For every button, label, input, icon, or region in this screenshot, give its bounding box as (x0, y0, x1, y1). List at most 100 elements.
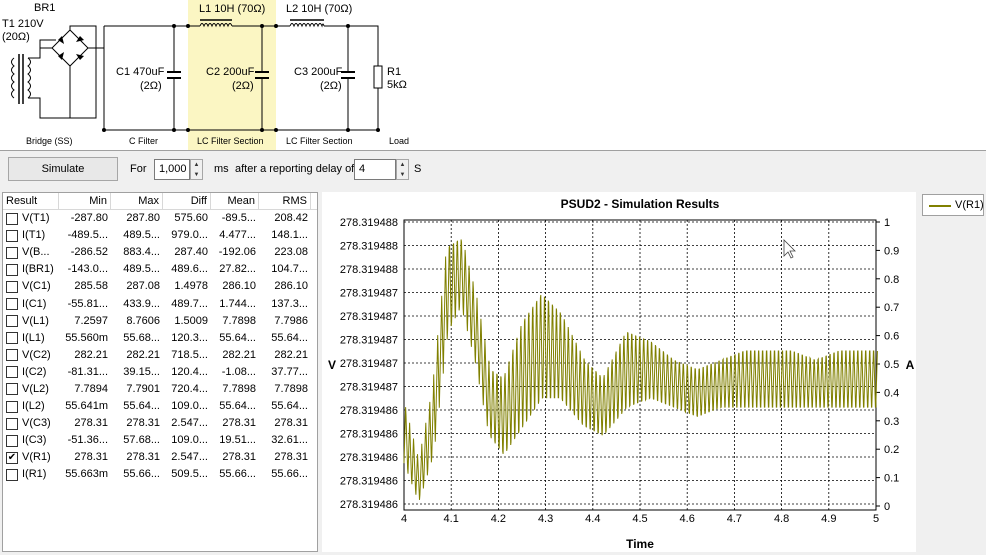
result-rms: 223.08 (274, 246, 308, 259)
result-rms: 278.31 (274, 417, 308, 430)
r1-value[interactable]: 5kΩ (387, 79, 407, 91)
y2-tick-label: 0.2 (884, 444, 899, 456)
c3-resistance[interactable]: (2Ω) (320, 80, 342, 92)
col-diff[interactable]: Diff (163, 193, 211, 209)
r1-name[interactable]: R1 (387, 66, 402, 78)
table-row[interactable]: I(L1) 55.560m 55.68... 120.3... 55.64... 55.6… (3, 330, 317, 347)
chart-legend[interactable]: V(R1) (922, 194, 984, 216)
col-min[interactable]: Min (59, 193, 111, 209)
table-row[interactable]: I(C3) -51.36... 57.68... 109.0... 19.51... 32… (3, 432, 317, 449)
y2-tick-label: 0 (884, 501, 890, 513)
result-mean: 19.51... (219, 434, 256, 447)
delay-spinner[interactable]: ▲ ▼ (396, 159, 409, 180)
bridge-name[interactable]: BR1 (34, 2, 56, 14)
table-row[interactable]: I(T1) -489.5... 489.5... 979.0... 4.477... 14… (3, 227, 317, 244)
result-diff: 120.3... (171, 331, 208, 344)
x-tick-label: 4.5 (632, 513, 647, 525)
circuit-schematic: BR1 T1 210V (20Ω) C1 470uF (2Ω) L1 10H (… (0, 0, 986, 150)
result-name: I(C1) (22, 297, 47, 310)
spin-down-icon[interactable]: ▼ (399, 172, 406, 178)
result-checkbox[interactable]: ✔ (6, 451, 18, 464)
table-row[interactable]: V(C3) 278.31 278.31 2.547... 278.31 278.31 (3, 415, 317, 432)
result-checkbox[interactable] (6, 400, 18, 413)
result-diff: 489.6... (171, 263, 208, 276)
table-row[interactable]: V(C2) 282.21 282.21 718.5... 282.21 282.21 (3, 347, 317, 364)
result-checkbox[interactable] (6, 434, 18, 447)
spin-down-icon[interactable]: ▼ (193, 172, 200, 178)
result-checkbox[interactable] (6, 212, 18, 225)
result-cell: V(T1) (3, 210, 59, 227)
result-name: I(L2) (22, 400, 45, 413)
table-row[interactable]: V(T1) -287.80 287.80 575.60 -89.5... 208.42 (3, 210, 317, 227)
x-axis-label: Time (626, 537, 654, 551)
result-checkbox[interactable] (6, 349, 18, 362)
result-name: I(C3) (22, 434, 47, 447)
y2-tick-label: 0.4 (884, 387, 899, 399)
result-checkbox[interactable] (6, 263, 18, 276)
c1-name[interactable]: C1 470uF (116, 66, 165, 78)
x-tick-label: 4.3 (538, 513, 553, 525)
duration-spinner[interactable]: ▲ ▼ (190, 159, 203, 180)
result-min: 55.663m (65, 468, 108, 481)
table-row[interactable]: I(C2) -81.31... 39.15... 120.4... -1.08... 37… (3, 364, 317, 381)
table-row[interactable]: V(L2) 7.7894 7.7901 720.4... 7.7898 7.7898 (3, 381, 317, 398)
result-checkbox[interactable] (6, 383, 18, 396)
c3-name[interactable]: C3 200uF (294, 66, 343, 78)
result-min: -51.36... (67, 434, 108, 447)
result-rms: 278.31 (274, 451, 308, 464)
table-row[interactable]: I(R1) 55.663m 55.66... 509.5... 55.66... 55.6… (3, 466, 317, 483)
table-row[interactable]: ✔ V(R1) 278.31 278.31 2.547... 278.31 278.31 (3, 449, 317, 466)
c2-resistance[interactable]: (2Ω) (232, 80, 254, 92)
transformer-resistance[interactable]: (20Ω) (2, 31, 30, 43)
result-checkbox[interactable] (6, 315, 18, 328)
result-checkbox[interactable] (6, 229, 18, 242)
result-mean: -1.08... (221, 365, 256, 378)
result-checkbox[interactable] (6, 332, 18, 345)
result-name: V(C2) (22, 348, 51, 361)
table-row[interactable]: I(C1) -55.81... 433.9... 489.7... 1.744... 13… (3, 295, 317, 312)
y-tick-label: 278.319487 (340, 335, 398, 347)
table-row[interactable]: V(C1) 285.58 287.08 1.4978 286.10 286.10 (3, 278, 317, 295)
col-result[interactable]: Result (3, 193, 59, 209)
result-checkbox[interactable] (6, 280, 18, 293)
c1-resistance[interactable]: (2Ω) (140, 80, 162, 92)
col-max[interactable]: Max (111, 193, 163, 209)
l1-name[interactable]: L1 10H (70Ω) (199, 3, 266, 15)
legend-panel: V(R1) (918, 192, 986, 552)
y-tick-label: 278.319488 (340, 264, 398, 276)
col-rms[interactable]: RMS (259, 193, 311, 209)
section-c-filter: C Filter (129, 136, 158, 146)
result-diff: 489.7... (171, 297, 208, 310)
result-checkbox[interactable] (6, 366, 18, 379)
result-max: 57.68... (123, 434, 160, 447)
result-checkbox[interactable] (6, 468, 18, 481)
result-min: -489.5... (67, 229, 108, 242)
x-tick-label: 4.4 (585, 513, 600, 525)
result-checkbox[interactable] (6, 246, 18, 259)
x-tick-label: 5 (873, 513, 879, 525)
table-row[interactable]: I(BR1) -143.0... 489.5... 489.6... 27.82... 1… (3, 261, 317, 278)
table-row[interactable]: V(L1) 7.2597 8.7606 1.5009 7.7898 7.7986 (3, 313, 317, 330)
table-row[interactable]: I(L2) 55.641m 55.64... 109.0... 55.64... 55.6… (3, 398, 317, 415)
result-checkbox[interactable] (6, 417, 18, 430)
result-cell: I(R1) (3, 466, 59, 483)
result-name: V(C3) (22, 417, 51, 430)
spin-up-icon[interactable]: ▲ (399, 162, 406, 168)
result-name: I(C2) (22, 365, 47, 378)
y2-tick-label: 0.7 (884, 302, 899, 314)
duration-input[interactable]: 1,000 (154, 159, 190, 180)
result-max: 883.4... (123, 246, 160, 259)
series-line-v-r1[interactable] (403, 239, 878, 500)
delay-input[interactable]: 4 (354, 159, 396, 180)
result-diff: 120.4... (171, 365, 208, 378)
l2-name[interactable]: L2 10H (70Ω) (286, 3, 353, 15)
result-checkbox[interactable] (6, 298, 18, 311)
y-tick-label: 278.319486 (340, 452, 398, 464)
spin-up-icon[interactable]: ▲ (193, 162, 200, 168)
result-mean: 278.31 (222, 417, 256, 430)
c2-name[interactable]: C2 200uF (206, 66, 255, 78)
transformer-name[interactable]: T1 210V (2, 18, 44, 30)
simulate-button[interactable]: Simulate (8, 157, 118, 181)
table-row[interactable]: V(B... -286.52 883.4... 287.40 -192.06 223.08 (3, 244, 317, 261)
col-mean[interactable]: Mean (211, 193, 259, 209)
